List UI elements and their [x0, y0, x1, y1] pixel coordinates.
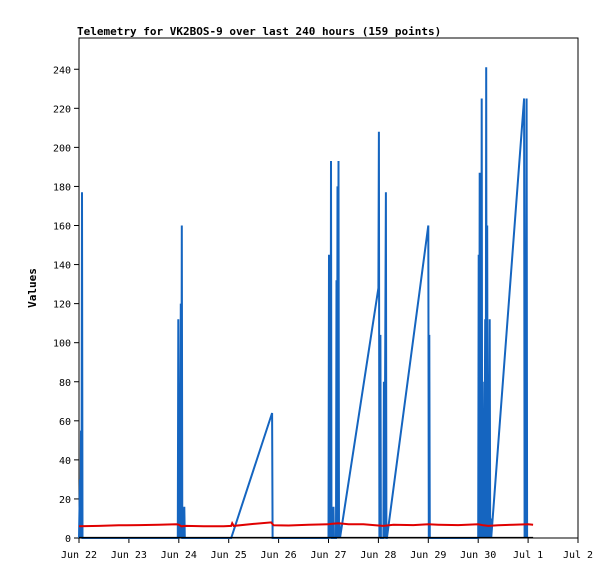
y-tick-label: 20 [59, 495, 71, 506]
x-tick-label: Jun 27 [310, 550, 346, 561]
x-tick-label: Jul 2 [563, 550, 593, 561]
series-layer [78, 67, 534, 539]
y-tick-label: 220 [53, 104, 71, 115]
y-tick-label: 140 [53, 261, 71, 272]
x-tick-label: Jun 24 [161, 550, 197, 561]
y-tick-label: 40 [59, 456, 71, 467]
y-tick-label: 0 [65, 534, 71, 545]
x-tick-label: Jun 25 [211, 550, 247, 561]
x-tick-label: Jun 22 [61, 550, 97, 561]
x-tick-label: Jun 29 [410, 550, 446, 561]
series-line-0 [78, 67, 529, 539]
y-tick-label: 240 [53, 65, 71, 76]
x-axis: Jun 22 Jun 23 Jun 24 Jun 25 Jun 26 Jun 27 Jun … [61, 538, 593, 561]
y-axis: 0 20 40 60 80 100 120 140 160 180 200 220 240 [53, 65, 79, 545]
y-tick-label: 120 [53, 300, 71, 311]
x-tick-label: Jun 23 [111, 550, 147, 561]
y-axis-label: Values [26, 268, 39, 308]
y-tick-label: 100 [53, 339, 71, 350]
y-tick-label: 200 [53, 143, 71, 154]
y-tick-label: 160 [53, 222, 71, 233]
x-tick-label: Jun 28 [360, 550, 396, 561]
y-tick-label: 80 [59, 378, 71, 389]
y-tick-label: 60 [59, 417, 71, 428]
x-tick-label: Jun 30 [460, 550, 496, 561]
x-tick-label: Jun 26 [261, 550, 297, 561]
chart-title: Telemetry for VK2BOS-9 over last 240 hou… [77, 25, 441, 38]
series-line-1 [78, 520, 534, 528]
x-tick-label: Jul 1 [513, 550, 543, 561]
y-tick-label: 180 [53, 182, 71, 193]
